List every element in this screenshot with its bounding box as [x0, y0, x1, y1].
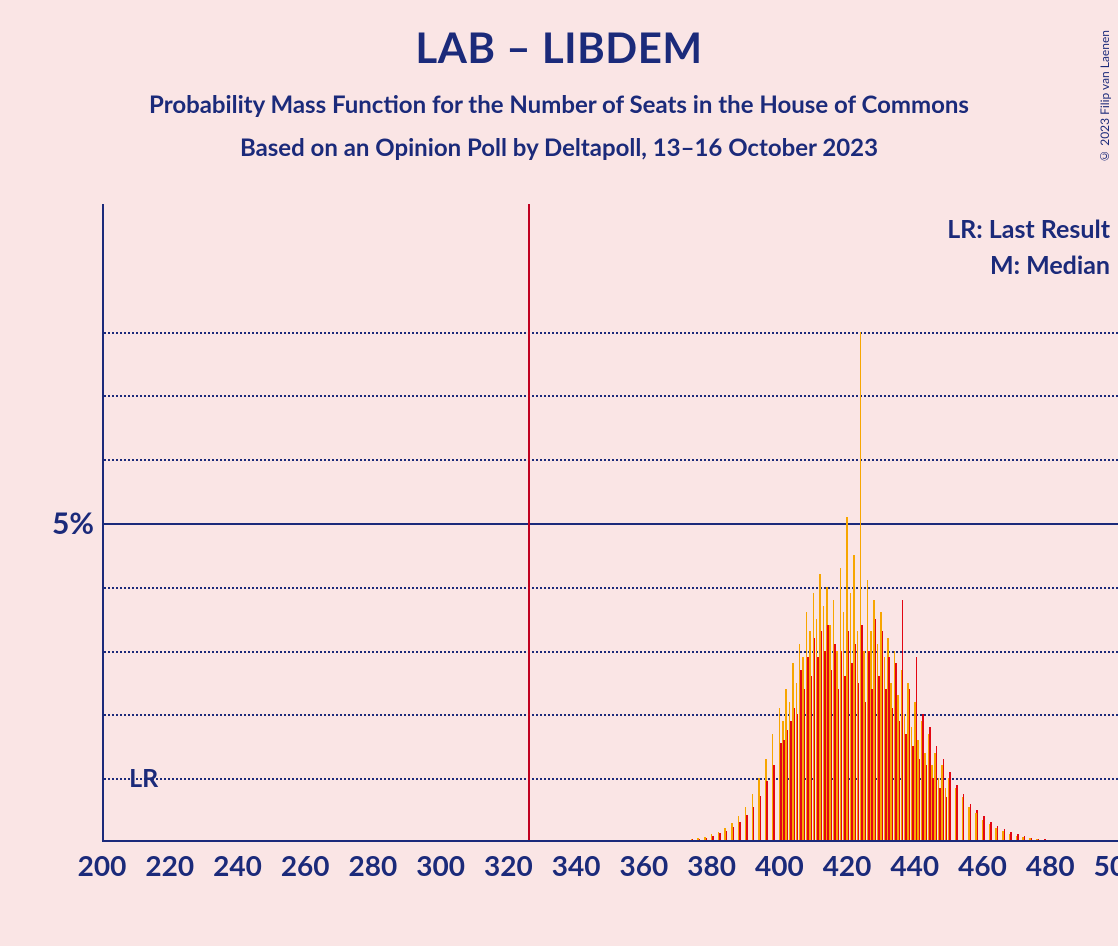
chart-area: LR: Last Result M: Median 5% LR 20022024…: [102, 204, 1118, 882]
bar-series-libdem: [968, 807, 970, 842]
chart-title: LAB – LIBDEM: [0, 22, 1118, 72]
bar-series-libdem: [914, 702, 916, 842]
bar-series-lab: [773, 765, 775, 842]
x-axis-tick-labels: 2002202402602803003203403603804004204404…: [102, 846, 1118, 882]
bar-series-lab: [949, 772, 951, 842]
bar-series-lab: [753, 807, 755, 842]
bar-series-libdem: [934, 753, 936, 842]
bar-series-lab: [760, 796, 762, 842]
bar-series-libdem: [955, 788, 957, 842]
majority-threshold-line: [528, 204, 530, 842]
x-tick-label: 460: [958, 848, 1007, 882]
x-tick-label: 380: [687, 848, 736, 882]
x-tick-label: 400: [755, 848, 804, 882]
x-tick-label: 300: [416, 848, 465, 882]
bar-series-libdem: [901, 670, 903, 842]
bar-series-lab: [746, 815, 748, 842]
chart-subtitle-1: Probability Mass Function for the Number…: [0, 90, 1118, 119]
bar-series-lab: [983, 816, 985, 842]
x-axis: [102, 840, 1118, 842]
x-tick-label: 260: [281, 848, 330, 882]
bar-series-libdem: [921, 721, 923, 842]
bar-series-libdem: [975, 813, 977, 842]
x-tick-label: 500: [1094, 848, 1118, 882]
bar-series-lab: [970, 804, 972, 842]
bar-series-libdem: [928, 734, 930, 842]
bar-series-libdem: [962, 797, 964, 842]
x-tick-label: 360: [619, 848, 668, 882]
x-tick-label: 440: [890, 848, 939, 882]
bar-series-container: [102, 204, 1118, 842]
bar-series-lab: [990, 822, 992, 842]
y-axis: [102, 204, 104, 842]
bar-series-lab: [739, 822, 741, 842]
copyright-text: © 2023 Filip van Laenen: [1097, 30, 1112, 164]
y-axis-label-5pct: 5%: [24, 505, 94, 541]
bar-series-lab: [963, 794, 965, 842]
x-tick-label: 200: [78, 848, 127, 882]
bar-series-lab: [956, 785, 958, 842]
x-tick-label: 220: [145, 848, 194, 882]
x-tick-label: 320: [484, 848, 533, 882]
bar-series-lab: [766, 781, 768, 842]
bar-series-libdem: [982, 820, 984, 842]
bar-series-libdem: [948, 778, 950, 842]
bar-series-libdem: [941, 765, 943, 842]
bar-series-lab: [976, 810, 978, 842]
x-tick-label: 340: [552, 848, 601, 882]
x-tick-label: 240: [213, 848, 262, 882]
x-tick-label: 420: [823, 848, 872, 882]
x-tick-label: 480: [1026, 848, 1075, 882]
chart-subtitle-2: Based on an Opinion Poll by Deltapoll, 1…: [0, 133, 1118, 162]
x-tick-label: 280: [349, 848, 398, 882]
